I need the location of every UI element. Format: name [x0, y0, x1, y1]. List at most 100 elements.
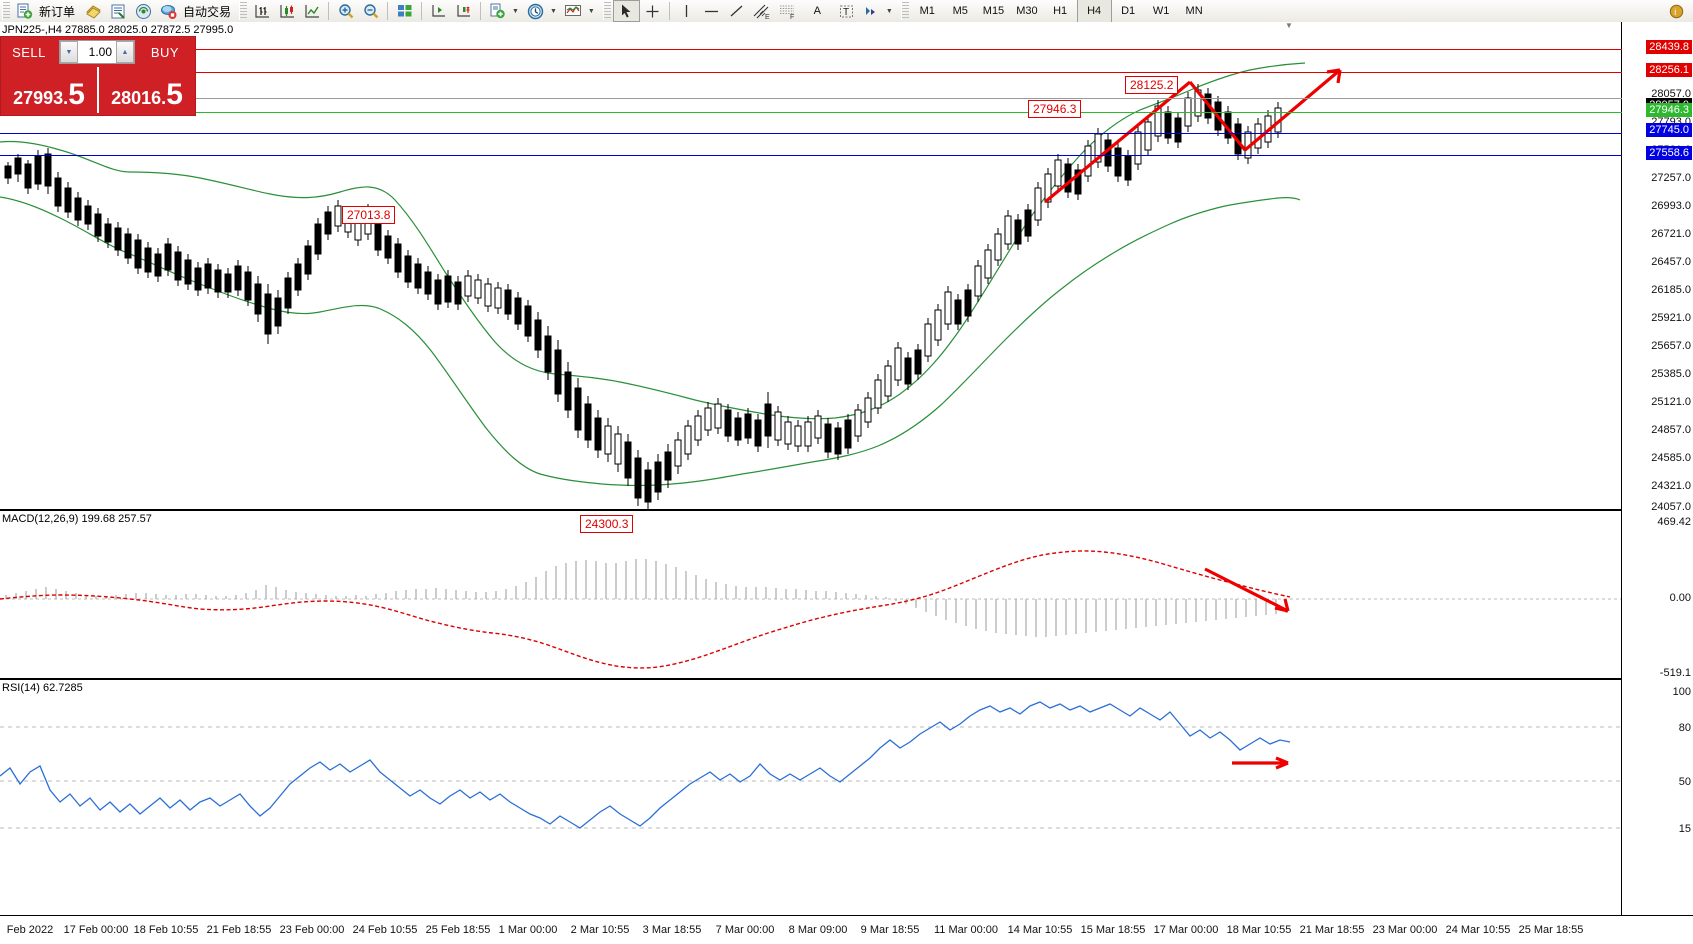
text-icon[interactable]: A [813, 5, 822, 17]
macd-axis-tick-max: 469.42 [1657, 516, 1691, 528]
volume-stepper[interactable]: ▼ 1.00 ▲ [59, 40, 135, 64]
time-axis[interactable]: Feb 2022 17 Feb 00:00 18 Feb 10:55 21 Fe… [0, 915, 1693, 944]
timeframe-m5[interactable]: M5 [952, 5, 968, 17]
timeframe-h1[interactable]: H1 [1053, 5, 1068, 17]
auto-trading-icon[interactable] [156, 1, 181, 21]
signals-icon[interactable] [131, 1, 156, 21]
time-tick-12: 9 Mar 18:55 [860, 924, 920, 936]
zoom-out-icon[interactable] [358, 1, 383, 21]
time-tick-15: 15 Mar 18:55 [1080, 924, 1146, 936]
panel-divider [97, 67, 99, 113]
axis-tick-24857: 24857.0 [1651, 424, 1691, 436]
price-label-27946: 27946.3 [1646, 103, 1692, 117]
auto-trading-label[interactable]: 自动交易 [183, 4, 232, 19]
rsi-axis-tick-50: 50 [1678, 776, 1691, 788]
rsi-pane[interactable]: RSI(14) 62.7285 [0, 679, 1622, 852]
data-grid-icon[interactable] [392, 1, 417, 21]
vertical-line-icon[interactable] [674, 1, 699, 21]
toolbar-grip[interactable] [2, 2, 10, 20]
bollinger-lower-band [0, 196, 1301, 487]
level-line-27745 [0, 133, 1622, 134]
axis-tick-26457: 26457.0 [1651, 256, 1691, 268]
annotation-24300[interactable]: 24300.3 [580, 515, 634, 533]
equidistant-channel-icon[interactable]: E [749, 1, 775, 21]
bar-chart-icon[interactable] [249, 1, 274, 21]
help-icon[interactable]: i [1664, 1, 1689, 21]
level-line-27946 [0, 112, 1622, 113]
time-tick-11: 8 Mar 09:00 [788, 924, 848, 936]
zoom-in-icon[interactable] [333, 1, 358, 21]
line-chart-icon[interactable] [299, 1, 324, 21]
timeframe-mn[interactable]: MN [1185, 5, 1203, 17]
indicators-icon[interactable] [485, 1, 510, 21]
cursor-icon[interactable] [612, 0, 640, 22]
volume-decrement-icon[interactable]: ▼ [60, 41, 78, 63]
period-icon[interactable] [523, 1, 548, 21]
annotation-28125[interactable]: 28125.2 [1125, 76, 1179, 94]
one-click-trading-panel[interactable]: SELL ▼ 1.00 ▲ BUY 27993 . 5 28016 . [0, 36, 196, 116]
period-chevron-down-icon[interactable]: ▼ [549, 7, 557, 15]
annotation-27946[interactable]: 27946.3 [1028, 100, 1082, 118]
objects-chevron-down-icon[interactable]: ▼ [885, 7, 893, 15]
price-axis[interactable]: 28439.8 28321.0 28256.1 28057.0 28057.0 … [1621, 22, 1693, 915]
timeframe-h4[interactable]: H4 [1076, 0, 1112, 23]
expert-advisor-icon[interactable] [81, 1, 106, 21]
timeframe-m30[interactable]: M30 [1016, 5, 1038, 17]
time-tick-5: 24 Feb 10:55 [352, 924, 418, 936]
time-tick-14: 14 Mar 10:55 [1007, 924, 1073, 936]
axis-tick-25385: 25385.0 [1651, 368, 1691, 380]
sell-button[interactable]: SELL [12, 44, 46, 60]
sell-price[interactable]: 27993 . 5 [1, 67, 97, 113]
chart-shift-icon[interactable] [426, 1, 451, 21]
objects-icon[interactable] [859, 1, 884, 21]
time-tick-4: 23 Feb 00:00 [279, 924, 345, 936]
fibonacci-icon[interactable]: F [775, 1, 801, 21]
price-label-27745: 27745.0 [1646, 123, 1692, 137]
buy-price-integer: 28016 [111, 88, 162, 108]
level-line-28256 [0, 72, 1622, 73]
timeframe-m1[interactable]: M1 [919, 5, 935, 17]
macd-pane[interactable]: MACD(12,26,9) 199.68 257.57 [0, 510, 1622, 679]
horizontal-line-icon[interactable] [699, 1, 724, 21]
time-tick-0: Feb 2022 [6, 924, 54, 936]
chart-collapse-chevron-down-icon[interactable]: ▼ [1285, 21, 1293, 30]
sell-price-integer: 27993 [13, 88, 64, 108]
toolbar-grip-3[interactable] [602, 2, 611, 20]
price-label-28256: 28256.1 [1646, 63, 1692, 77]
volume-increment-icon[interactable]: ▲ [116, 41, 134, 63]
new-order-icon[interactable] [12, 1, 37, 21]
chart-canvas[interactable]: JPN225-,H4 27885.0 28025.0 27872.5 27995… [0, 22, 1693, 944]
macd-histogram [5, 559, 1287, 637]
rsi-axis-tick-15: 15 [1678, 823, 1691, 835]
buy-button[interactable]: BUY [150, 44, 180, 60]
text-label-icon[interactable]: T [834, 1, 859, 21]
candlestick-chart-icon[interactable] [274, 1, 299, 21]
toolbar-divider-3 [421, 2, 423, 20]
auto-scroll-icon[interactable] [451, 1, 476, 21]
templates-chevron-down-icon[interactable]: ▼ [587, 7, 595, 15]
timeframe-d1[interactable]: D1 [1121, 5, 1136, 17]
bollinger-upper-band [0, 62, 1306, 420]
toolbar-grip-4[interactable] [900, 2, 909, 20]
data-window-icon[interactable] [106, 1, 131, 21]
level-line-27558 [0, 155, 1622, 156]
level-line-28057 [0, 98, 1622, 99]
new-order-label[interactable]: 新订单 [39, 4, 76, 19]
timeframe-m15[interactable]: M15 [982, 5, 1005, 17]
svg-text:i: i [1674, 7, 1676, 17]
time-tick-2: 18 Feb 10:55 [133, 924, 199, 936]
macd-signal-line [0, 550, 1291, 669]
candlestick-bars [4, 84, 1282, 509]
crosshair-icon[interactable] [640, 1, 665, 21]
svg-text:T: T [843, 7, 849, 18]
buy-price[interactable]: 28016 . 5 [99, 67, 195, 113]
toolbar-grip-2[interactable] [239, 2, 248, 20]
trendline-icon[interactable] [724, 1, 749, 21]
volume-input[interactable]: 1.00 [88, 45, 112, 59]
price-pane[interactable]: 27013.8 24300.3 27946.3 28125.2 [0, 22, 1622, 533]
annotation-27013[interactable]: 27013.8 [342, 206, 396, 224]
templates-icon[interactable] [561, 1, 586, 21]
time-tick-16: 17 Mar 00:00 [1153, 924, 1219, 936]
indicators-chevron-down-icon[interactable]: ▼ [512, 7, 519, 15]
timeframe-w1[interactable]: W1 [1152, 5, 1170, 17]
